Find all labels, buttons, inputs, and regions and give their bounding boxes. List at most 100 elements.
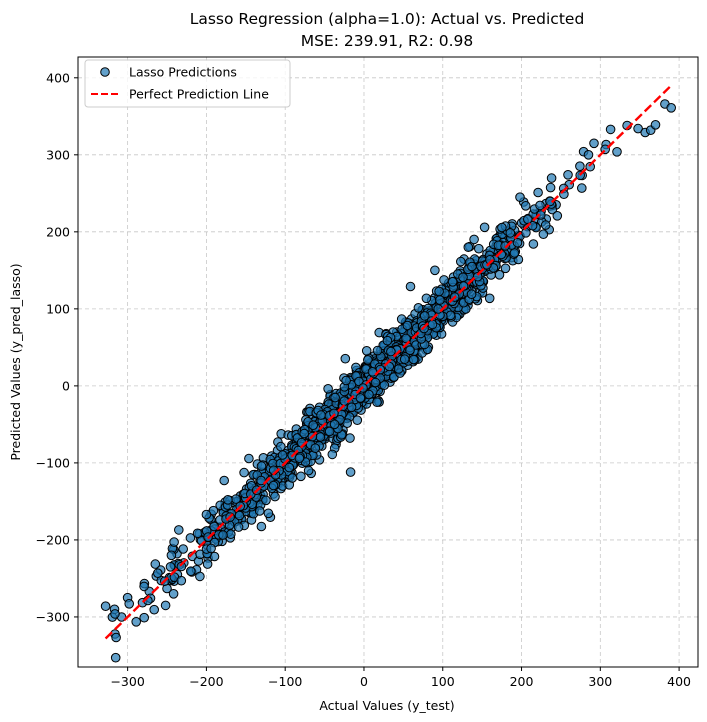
data-point — [176, 561, 187, 572]
data-point — [284, 462, 295, 473]
data-point — [110, 652, 121, 663]
data-point — [546, 173, 557, 183]
data-point — [386, 346, 396, 357]
data-point — [399, 354, 410, 365]
data-point — [467, 261, 477, 272]
data-point — [355, 393, 366, 403]
data-point — [340, 353, 351, 364]
data-point — [520, 201, 531, 211]
data-point — [239, 467, 249, 478]
data-point — [294, 453, 305, 464]
y-tick-label: 100 — [46, 301, 70, 316]
data-point — [512, 237, 523, 248]
data-point — [308, 420, 319, 431]
data-point — [538, 229, 549, 239]
data-point — [165, 562, 176, 572]
data-point — [111, 632, 121, 643]
x-tick-label: −200 — [189, 674, 223, 689]
x-axis-label: Actual Values (y_test) — [319, 698, 454, 713]
data-point — [178, 544, 188, 554]
data-point — [323, 384, 333, 394]
data-point — [270, 491, 280, 502]
data-point — [160, 600, 171, 611]
data-point — [277, 450, 288, 460]
data-point — [256, 521, 267, 532]
data-point — [435, 295, 445, 305]
data-point — [296, 471, 306, 482]
data-point — [361, 346, 372, 356]
legend: Lasso Predictions Perfect Prediction Lin… — [84, 59, 291, 108]
perfect-prediction-line — [104, 85, 672, 640]
legend-marker-lasso-predictions — [100, 67, 110, 77]
y-tick-label: −200 — [36, 532, 70, 547]
data-point — [445, 310, 456, 321]
y-axis-label: Predicted Values (y_pred_lasso) — [8, 263, 23, 460]
data-point — [540, 220, 551, 230]
data-point — [545, 196, 555, 207]
data-point — [469, 234, 479, 245]
data-point — [521, 228, 531, 238]
x-tick-label: −300 — [110, 674, 144, 689]
data-point — [234, 510, 245, 521]
legend-label-perfect-prediction: Perfect Prediction Line — [129, 87, 269, 102]
data-point — [263, 508, 274, 519]
data-point — [430, 265, 440, 276]
x-tick-label: 300 — [588, 674, 612, 689]
data-point — [605, 124, 616, 135]
data-point — [500, 263, 511, 274]
data-point — [458, 281, 469, 291]
data-point — [256, 475, 266, 486]
data-point — [110, 609, 120, 619]
y-tick-label: −100 — [36, 455, 70, 470]
data-point — [402, 320, 413, 331]
data-point — [218, 530, 228, 540]
data-point — [363, 355, 373, 365]
data-point — [479, 222, 490, 233]
data-point — [223, 495, 233, 505]
axis-ticks: −300 −200 −100 0 100 200 300 400 −300 −200 −100 0 10… — [36, 70, 691, 689]
data-point — [169, 537, 179, 547]
data-point — [345, 433, 355, 443]
data-point — [552, 211, 563, 221]
y-tick-label: 0 — [62, 378, 70, 393]
data-point — [401, 333, 411, 344]
data-point — [124, 599, 134, 609]
data-point — [484, 293, 495, 304]
data-point — [583, 150, 594, 160]
data-point — [528, 239, 539, 249]
data-point — [195, 571, 205, 582]
data-point — [219, 475, 229, 486]
data-point — [585, 161, 596, 172]
data-point — [352, 415, 363, 426]
data-point — [149, 604, 159, 615]
data-point — [346, 402, 357, 413]
data-point — [256, 461, 267, 471]
data-point — [447, 277, 458, 287]
data-point — [474, 243, 484, 254]
data-point — [515, 192, 525, 202]
legend-label-lasso-predictions: Lasso Predictions — [129, 65, 237, 80]
data-point — [497, 222, 507, 233]
data-point — [458, 272, 468, 283]
data-point — [650, 120, 661, 130]
data-point — [472, 271, 483, 282]
data-point — [168, 589, 179, 599]
data-point — [666, 103, 677, 113]
data-point — [329, 419, 340, 430]
data-point — [139, 612, 149, 623]
data-point — [226, 529, 236, 540]
data-point — [233, 522, 244, 532]
data-point — [315, 432, 326, 442]
data-point — [536, 210, 546, 220]
data-point — [372, 345, 383, 356]
data-point — [535, 200, 545, 211]
data-point — [329, 408, 339, 419]
data-point — [421, 293, 432, 304]
data-point — [500, 241, 510, 251]
data-point — [563, 170, 573, 180]
data-point — [456, 256, 466, 267]
data-point — [299, 428, 310, 439]
data-point — [202, 559, 213, 569]
data-point — [405, 281, 416, 292]
data-point — [261, 495, 271, 506]
